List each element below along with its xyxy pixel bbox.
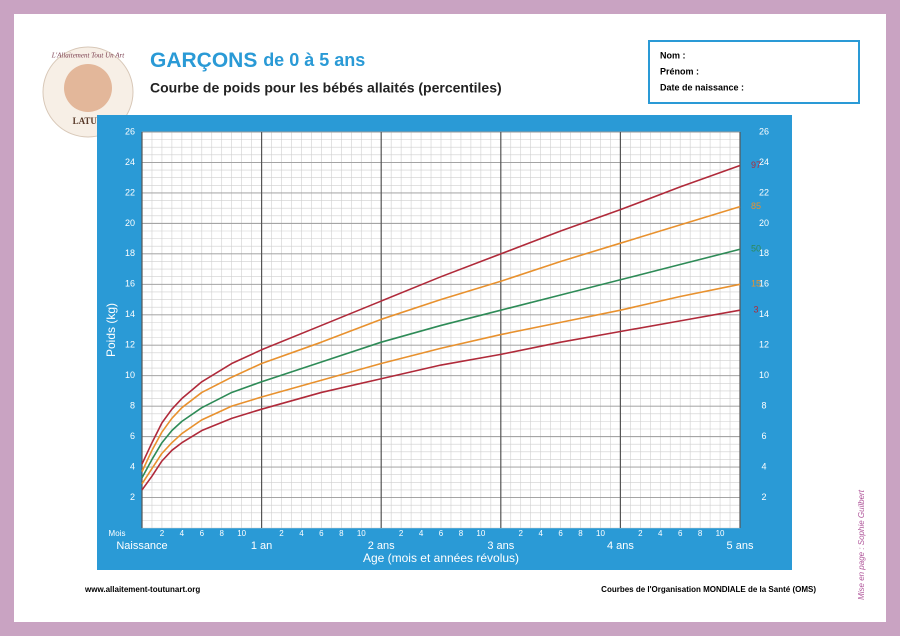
x-unit-label: Mois <box>109 529 126 538</box>
x-tick-label: 3 ans <box>487 540 514 552</box>
logo-top: L'Allaitement Tout Un Art <box>51 52 126 60</box>
title: GARÇONS de 0 à 5 ans <box>150 49 365 72</box>
plot: 97 85 50 15 3 <box>141 160 761 491</box>
title-rest: de 0 à 5 ans <box>263 50 365 70</box>
form-field: Date de naissance : <box>660 82 744 92</box>
y-tick-label-right: 24 <box>759 157 769 167</box>
x-minor-tick-label: 4 <box>419 529 424 538</box>
x-minor-tick-label: 4 <box>299 529 304 538</box>
y-tick-label-right: 6 <box>761 431 766 441</box>
percentile-line <box>141 205 741 472</box>
percentile-line <box>141 309 741 491</box>
x-tick-label: 1 an <box>251 540 272 552</box>
x-axis-label: Age (mois et années révolus) <box>363 551 519 565</box>
form-field: Prénom : <box>660 66 699 76</box>
x-minor-tick-label: 8 <box>220 529 225 538</box>
y-tick-label-right: 2 <box>761 492 766 502</box>
x-tick-label: 4 ans <box>607 540 634 552</box>
y-tick-label-right: 16 <box>759 279 769 289</box>
x-minor-tick-label: 6 <box>558 529 563 538</box>
x-minor-tick-label: 10 <box>716 529 725 538</box>
series-label: 15 <box>751 279 761 289</box>
y-tick-label: 18 <box>125 248 135 258</box>
x-minor-tick-label: 10 <box>476 529 485 538</box>
x-minor-tick-label: 10 <box>237 529 246 538</box>
x-minor-tick-label: 6 <box>678 529 683 538</box>
y-tick-label-right: 14 <box>759 309 769 319</box>
y-tick-label-right: 8 <box>761 401 766 411</box>
x-minor-tick-label: 4 <box>658 529 663 538</box>
percentile-line <box>141 248 741 479</box>
y-tick-label-right: 10 <box>759 370 769 380</box>
form-field: Nom : <box>660 50 686 60</box>
y-tick-label: 22 <box>125 187 135 197</box>
x-minor-tick-label: 2 <box>160 529 165 538</box>
x-minor-tick-label: 8 <box>459 529 464 538</box>
x-tick-label: Naissance <box>116 540 167 552</box>
percentile-line <box>141 283 741 485</box>
x-minor-tick-label: 10 <box>596 529 605 538</box>
y-tick-label-right: 18 <box>759 248 769 258</box>
form-box <box>648 40 860 104</box>
percentile-line <box>141 164 741 465</box>
x-minor-tick-label: 4 <box>180 529 185 538</box>
y-tick-label: 16 <box>125 279 135 289</box>
x-minor-tick-label: 2 <box>279 529 284 538</box>
footer-right: Courbes de l'Organisation MONDIALE de la… <box>601 585 816 594</box>
x-minor-tick-label: 8 <box>698 529 703 538</box>
y-tick-label: 6 <box>130 431 135 441</box>
series-label: 50 <box>751 244 761 254</box>
x-minor-tick-label: 6 <box>200 529 205 538</box>
series-label: 97 <box>751 160 761 170</box>
x-minor-tick-label: 2 <box>638 529 643 538</box>
y-tick-label-right: 20 <box>759 218 769 228</box>
x-minor-tick-label: 2 <box>519 529 524 538</box>
x-minor-tick-label: 4 <box>538 529 543 538</box>
x-minor-tick-label: 10 <box>357 529 366 538</box>
y-tick-label: 12 <box>125 340 135 350</box>
subtitle: Courbe de poids pour les bébés allaités … <box>150 80 502 96</box>
y-tick-label: 24 <box>125 157 135 167</box>
logo-name: LATUA <box>73 116 104 126</box>
x-minor-tick-label: 2 <box>399 529 404 538</box>
y-tick-label: 4 <box>130 461 135 471</box>
y-tick-label: 8 <box>130 401 135 411</box>
x-minor-tick-label: 6 <box>319 529 324 538</box>
x-tick-label: 2 ans <box>368 540 395 552</box>
y-tick-label-right: 12 <box>759 340 769 350</box>
logo-figure <box>64 64 112 112</box>
x-minor-tick-label: 8 <box>578 529 583 538</box>
y-axis-label: Poids (kg) <box>104 303 118 357</box>
y-tick-label: 2 <box>130 492 135 502</box>
x-minor-tick-label: 6 <box>439 529 444 538</box>
x-tick-label: 5 ans <box>727 540 754 552</box>
y-tick-label: 20 <box>125 218 135 228</box>
title-main: GARÇONS <box>150 49 257 72</box>
y-tick-label-right: 22 <box>759 187 769 197</box>
series-label: 85 <box>751 201 761 211</box>
series-label: 3 <box>753 305 758 315</box>
y-tick-label: 14 <box>125 309 135 319</box>
x-minor-tick-label: 8 <box>339 529 344 538</box>
y-tick-label-right: 4 <box>761 461 766 471</box>
y-tick-label: 26 <box>125 126 135 136</box>
y-tick-label-right: 26 <box>759 126 769 136</box>
footer-left: www.allaitement-toutunart.org <box>84 585 200 594</box>
footer-side: Mise en page : Sophie Guilbert <box>857 489 866 600</box>
y-tick-label: 10 <box>125 370 135 380</box>
